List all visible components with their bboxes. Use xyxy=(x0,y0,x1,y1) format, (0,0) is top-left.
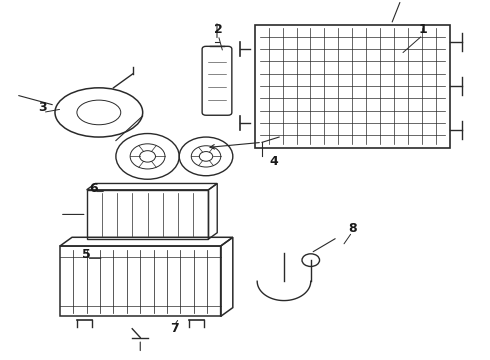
Text: 7: 7 xyxy=(170,322,179,335)
Text: 8: 8 xyxy=(348,222,357,235)
Text: 4: 4 xyxy=(270,155,279,168)
Text: 5: 5 xyxy=(82,248,91,261)
Text: 2: 2 xyxy=(214,23,222,36)
Text: 6: 6 xyxy=(90,181,98,194)
Text: 3: 3 xyxy=(39,101,47,114)
Text: 1: 1 xyxy=(418,23,427,36)
